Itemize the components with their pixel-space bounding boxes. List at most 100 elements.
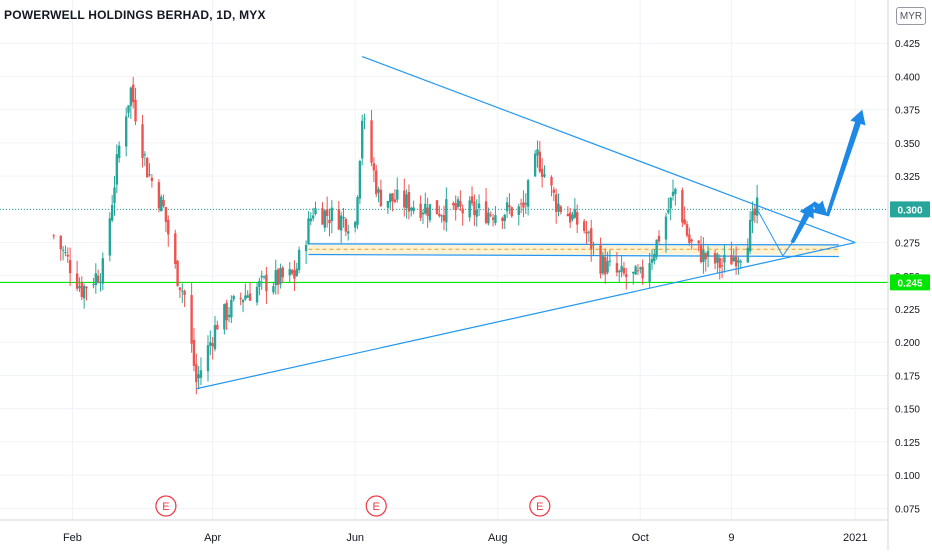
candle-body xyxy=(339,215,343,231)
candle-body xyxy=(127,105,130,113)
candle-body xyxy=(143,154,147,156)
candle-body xyxy=(160,196,163,212)
candle-body xyxy=(454,203,457,211)
candle-body xyxy=(519,203,523,205)
candle-body xyxy=(419,203,422,218)
candle-layer xyxy=(52,76,759,395)
candle-body xyxy=(641,266,644,279)
candle-body xyxy=(274,270,277,286)
candle-body xyxy=(85,286,88,289)
support-price-label: 0.245 xyxy=(897,278,922,289)
candle-body xyxy=(61,249,65,251)
candle-body xyxy=(554,194,558,212)
descending-trendline xyxy=(361,55,856,244)
candle-body xyxy=(403,190,406,208)
candle-body xyxy=(667,209,670,213)
candle-body xyxy=(683,219,686,225)
candle-body xyxy=(134,99,137,122)
candle-body xyxy=(421,212,425,215)
candle-body xyxy=(391,193,394,202)
candle-body xyxy=(674,188,677,194)
candle-body xyxy=(568,212,572,223)
candle-body xyxy=(734,256,738,267)
candle-body xyxy=(468,200,471,218)
candle-body xyxy=(517,206,520,215)
zone-bottom-line xyxy=(308,253,839,258)
candle-body xyxy=(314,208,317,215)
candle-body xyxy=(699,245,703,263)
currency-button[interactable]: MYR xyxy=(896,7,926,25)
earnings-marker-label: E xyxy=(162,501,169,513)
candle-body xyxy=(501,217,504,222)
candle-body xyxy=(265,274,268,292)
candle-body xyxy=(241,299,245,303)
candle-body xyxy=(730,254,733,265)
candle-body xyxy=(209,342,212,346)
candle-body xyxy=(655,239,658,257)
candle-body xyxy=(657,236,661,242)
earnings-marker[interactable] xyxy=(365,495,387,517)
x-tick-label: Apr xyxy=(204,532,221,544)
candle-body xyxy=(625,274,628,277)
chart-title: POWERWELL HOLDINGS BERHAD, 1D, MYX xyxy=(4,8,266,22)
candle-body xyxy=(174,233,177,264)
candle-body xyxy=(393,199,397,202)
candle-body xyxy=(732,257,735,262)
candle-body xyxy=(379,189,383,207)
candle-body xyxy=(290,270,294,274)
last-price-label: 0.300 xyxy=(897,205,922,216)
candle-body xyxy=(737,260,740,263)
candle-body xyxy=(181,290,184,292)
candle-body xyxy=(279,268,282,285)
projection-arrow-down xyxy=(811,200,828,216)
candle-body xyxy=(64,252,67,254)
earnings-marker-label: E xyxy=(373,501,380,513)
candle-body xyxy=(585,231,588,234)
candle-body xyxy=(608,260,612,262)
candle-body xyxy=(428,204,432,221)
candle-body xyxy=(426,207,429,217)
y-tick-label: 0.075 xyxy=(895,504,920,515)
y-tick-label: 0.225 xyxy=(895,305,920,316)
candle-body xyxy=(325,209,329,216)
time-axis: Feb Apr Jun Aug Oct 9 2021 xyxy=(63,532,868,544)
candle-body xyxy=(124,116,128,147)
y-tick-label: 0.400 xyxy=(895,72,920,83)
candle-body xyxy=(346,231,350,234)
candle-body xyxy=(601,255,605,274)
candle-body xyxy=(748,220,752,252)
candle-body xyxy=(206,345,210,372)
candle-body xyxy=(304,245,308,252)
candle-body xyxy=(522,202,525,208)
candle-body xyxy=(66,254,69,257)
candle-body xyxy=(176,260,179,286)
y-tick-label: 0.175 xyxy=(895,371,920,382)
candle-body xyxy=(148,174,151,176)
candle-body xyxy=(459,200,462,207)
candle-body xyxy=(258,280,261,287)
y-tick-label: 0.150 xyxy=(895,405,920,416)
candle-body xyxy=(559,206,563,213)
candle-body xyxy=(452,202,455,206)
candle-body xyxy=(117,145,121,159)
candle-body xyxy=(213,325,217,350)
candle-body xyxy=(669,197,672,209)
zone-layer xyxy=(308,243,839,258)
candle-body xyxy=(664,216,668,240)
candle-body xyxy=(115,154,119,185)
candle-body xyxy=(108,218,112,256)
candle-body xyxy=(442,214,446,221)
candle-body xyxy=(227,314,231,317)
y-tick-label: 0.350 xyxy=(895,139,920,150)
earnings-marker[interactable] xyxy=(529,495,551,517)
candle-body xyxy=(276,269,280,286)
candle-body xyxy=(260,275,263,278)
candle-body xyxy=(307,218,310,245)
candle-body xyxy=(440,215,443,217)
candle-body xyxy=(141,124,144,159)
candle-body xyxy=(337,209,341,230)
candle-body xyxy=(751,211,754,222)
earnings-marker[interactable] xyxy=(155,495,177,517)
candle-body xyxy=(311,215,315,219)
